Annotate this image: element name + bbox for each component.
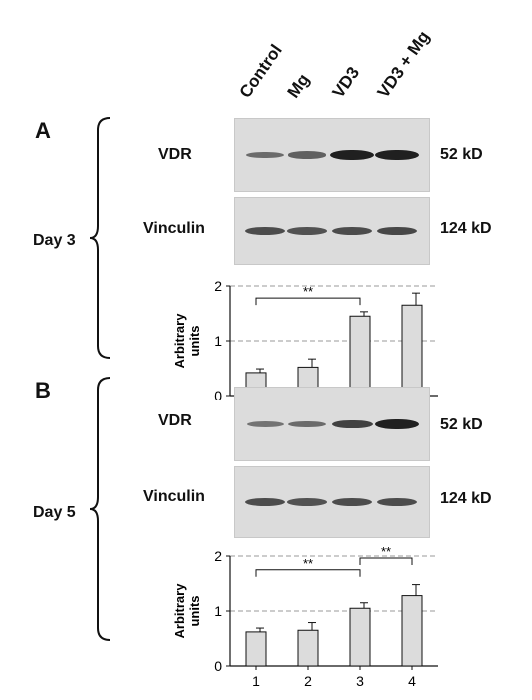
column-label-mg: Mg — [283, 70, 314, 102]
band-lane-1 — [246, 420, 284, 428]
panel-letter-b: B — [35, 378, 51, 403]
row-label-vinculin-a: Vinculin — [143, 220, 205, 237]
y-tick-label: 1 — [214, 603, 222, 619]
y-tick-label: 2 — [214, 548, 222, 564]
significance-label: ** — [303, 556, 313, 571]
band-lane-3 — [331, 419, 373, 429]
row-label-vinculin-b: Vinculin — [143, 488, 205, 505]
column-label-vd3-mg: VD3 + Mg — [373, 27, 434, 102]
band-lane-4 — [375, 418, 419, 430]
band-lane-1 — [245, 497, 285, 507]
blot-vinculin-day3 — [234, 197, 430, 265]
band-lane-1 — [246, 151, 284, 159]
band-lane-4 — [377, 497, 417, 507]
x-tick-label: 4 — [408, 673, 416, 689]
day-label-a: Day 3 — [33, 232, 76, 249]
kd-label-vdr-a: 52 kD — [440, 146, 483, 163]
kd-label-vinculin-a: 124 kD — [440, 220, 492, 237]
significance-bracket — [359, 557, 413, 565]
band-lane-3 — [330, 149, 374, 161]
significance-bracket — [255, 569, 361, 577]
band-lane-2 — [287, 151, 327, 159]
y-axis-label: Arbitraryunits — [172, 583, 202, 639]
panel-letter-a: A — [35, 118, 51, 143]
band-lane-2 — [288, 420, 326, 428]
band-lane-1 — [245, 226, 285, 236]
bar-4 — [401, 595, 423, 667]
x-tick-label: 2 — [304, 673, 312, 689]
bar-chart-day5: 0 1 2 Arbitraryunits ** ** 1 2 3 4 — [172, 546, 438, 689]
blot-vdr-day5 — [234, 387, 430, 461]
column-label-control: Control — [235, 41, 286, 102]
band-lane-2 — [287, 227, 327, 235]
band-lane-4 — [375, 149, 419, 161]
bar-4 — [401, 304, 423, 397]
y-tick-label: 0 — [214, 388, 222, 400]
x-tick-label: 1 — [252, 673, 260, 689]
band-lane-2 — [287, 498, 327, 506]
significance-bracket — [255, 297, 361, 306]
blot-vdr-day3 — [234, 118, 430, 192]
kd-label-vinculin-b: 124 kD — [440, 490, 492, 507]
bar-chart-day3: 0 1 2 Arbitraryunits ** — [172, 278, 438, 400]
row-label-vdr-a: VDR — [158, 146, 192, 163]
bar-3 — [349, 315, 371, 397]
day-label-b: Day 5 — [33, 504, 76, 521]
x-tick-label: 3 — [356, 673, 364, 689]
y-axis-label: Arbitraryunits — [172, 313, 202, 369]
kd-label-vdr-b: 52 kD — [440, 416, 483, 433]
significance-label: ** — [381, 546, 391, 559]
brace-panel-a — [89, 117, 111, 359]
band-lane-3 — [332, 497, 372, 507]
band-lane-3 — [332, 226, 372, 236]
y-tick-label: 2 — [214, 278, 222, 294]
bar-2 — [297, 629, 319, 667]
blot-vinculin-day5 — [234, 466, 430, 538]
bar-1 — [245, 631, 267, 667]
column-label-vd3: VD3 — [328, 63, 364, 102]
band-lane-4 — [376, 226, 418, 236]
row-label-vdr-b: VDR — [158, 412, 192, 429]
significance-label: ** — [303, 284, 313, 299]
y-tick-label: 0 — [214, 658, 222, 674]
brace-panel-b — [89, 377, 111, 641]
y-tick-label: 1 — [214, 333, 222, 349]
bar-3 — [349, 607, 371, 667]
